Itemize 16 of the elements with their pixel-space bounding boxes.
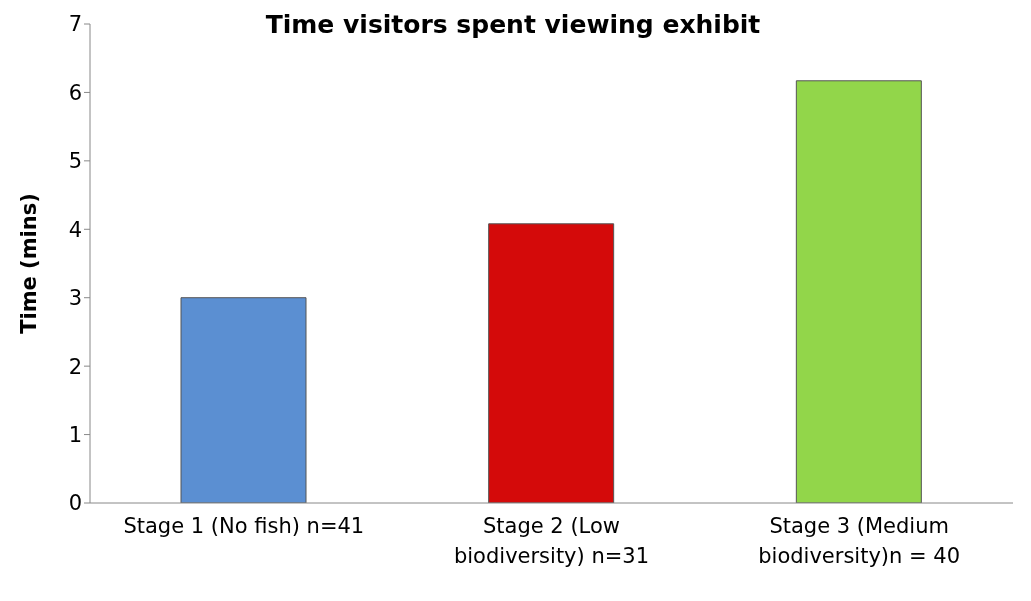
y-tick-label: 1 bbox=[68, 423, 82, 448]
bar bbox=[180, 297, 307, 503]
bar bbox=[488, 223, 615, 503]
y-tick-label: 5 bbox=[68, 149, 82, 174]
chart-title: Time visitors spent viewing exhibit bbox=[264, 10, 762, 39]
bar bbox=[795, 80, 922, 503]
x-tick-label: Stage 1 (No fish) n=41 bbox=[123, 514, 365, 538]
x-tick-label: Stage 3 (Medium biodiversity)n = 40 bbox=[758, 514, 961, 568]
x-tick-label: Stage 2 (Low biodiversity) n=31 bbox=[453, 514, 650, 568]
y-axis-title: Time (mins) bbox=[17, 193, 42, 334]
y-tick-label: 7 bbox=[68, 12, 82, 37]
y-tick-label: 6 bbox=[68, 80, 82, 105]
y-tick-label: 3 bbox=[68, 286, 82, 311]
y-tick-label: 0 bbox=[68, 491, 82, 516]
y-tick-label: 2 bbox=[68, 354, 82, 379]
y-tick-label: 4 bbox=[68, 217, 82, 242]
